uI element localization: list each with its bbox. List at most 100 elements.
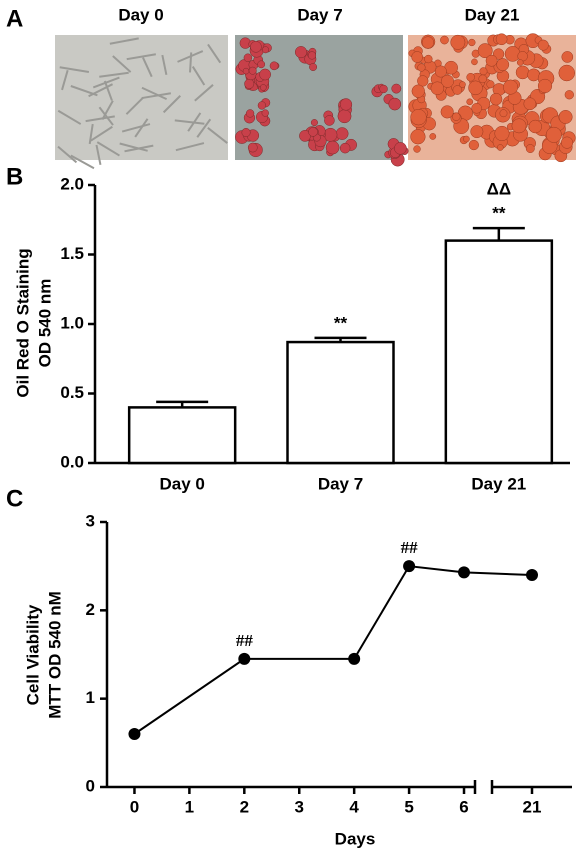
cell	[57, 145, 78, 164]
lipid	[440, 105, 454, 119]
lipid	[309, 63, 318, 71]
cell	[207, 127, 228, 144]
cell	[177, 50, 204, 63]
lipid	[528, 119, 542, 134]
lipid	[391, 83, 402, 94]
lipid	[477, 43, 493, 59]
lipid	[247, 142, 258, 153]
cell	[98, 106, 114, 126]
lipid	[452, 85, 463, 95]
point	[526, 569, 538, 581]
lipid	[339, 98, 353, 111]
lipid	[394, 142, 407, 155]
x-axis-label: Days	[335, 829, 376, 848]
cell	[175, 142, 205, 152]
cell	[142, 57, 153, 78]
cell	[61, 69, 69, 91]
lipid	[339, 142, 351, 154]
x-tick-label: 0	[130, 797, 139, 816]
lipid	[515, 65, 530, 80]
lipid	[463, 135, 470, 143]
lipid	[466, 72, 475, 82]
lipid	[564, 90, 574, 100]
x-tick-label: Day 21	[471, 474, 526, 493]
bar	[286, 340, 395, 465]
panel-label: B	[6, 163, 23, 190]
x-tick-label: Day 0	[159, 474, 204, 493]
lipid	[537, 78, 553, 94]
annotation: **	[334, 313, 348, 332]
lipid	[413, 145, 421, 153]
cell	[85, 115, 115, 123]
y-axis-label: MTT OD 540 nM	[45, 591, 64, 719]
cell	[59, 66, 90, 74]
lipid	[485, 54, 498, 67]
x-tick-label: 6	[459, 797, 468, 816]
lipid	[410, 109, 427, 126]
lipid	[486, 80, 495, 89]
annotation: **	[492, 204, 506, 223]
y-tick-label: 0.0	[60, 452, 84, 471]
cell	[121, 123, 151, 133]
lipid	[471, 58, 478, 66]
micrograph	[55, 35, 228, 160]
lipid	[468, 139, 479, 151]
point	[128, 728, 141, 740]
lipid	[430, 81, 445, 96]
lipid	[417, 75, 429, 87]
x-tick-label: 4	[349, 797, 359, 816]
lipid	[466, 98, 474, 106]
cell	[57, 109, 82, 125]
point	[348, 652, 361, 665]
lipid	[411, 84, 425, 98]
lipid	[417, 63, 426, 72]
lipid	[440, 35, 449, 45]
cell	[134, 118, 149, 138]
cell	[194, 84, 214, 102]
point	[238, 652, 251, 665]
lipid	[468, 80, 483, 96]
cell	[174, 119, 205, 125]
lipid	[468, 38, 476, 47]
lipid	[496, 144, 504, 151]
lipid	[261, 109, 269, 117]
lipid	[495, 33, 508, 46]
cell	[99, 71, 129, 78]
cell	[196, 118, 212, 138]
lipid	[516, 59, 524, 66]
lipid	[525, 144, 535, 154]
cell	[88, 123, 94, 145]
annotation: ##	[401, 538, 419, 557]
bar	[444, 239, 554, 465]
point	[403, 560, 416, 573]
cell	[70, 85, 98, 97]
cell	[95, 144, 102, 165]
bar	[127, 406, 237, 465]
x-tick-label: 2	[240, 797, 249, 816]
y-tick-label: 0	[86, 776, 95, 795]
lipid	[262, 46, 270, 54]
cell	[187, 112, 202, 132]
panel-label: A	[6, 5, 23, 32]
lipid	[440, 74, 454, 88]
y-axis-label: Cell Viability	[23, 604, 42, 705]
micrographs	[55, 33, 576, 170]
point	[458, 566, 471, 579]
lipid	[452, 112, 461, 121]
lipid	[561, 51, 574, 63]
x-tick-label: 3	[295, 797, 304, 816]
lipid	[496, 58, 510, 71]
lipid	[558, 110, 573, 124]
lipid	[434, 65, 447, 78]
lipid	[499, 109, 508, 118]
cell	[90, 125, 113, 142]
lipid	[337, 109, 352, 124]
lipid	[421, 36, 435, 49]
cell	[119, 142, 148, 152]
y-tick-label: 1	[86, 688, 95, 707]
cell	[191, 66, 206, 86]
lipid	[257, 101, 267, 110]
line	[133, 565, 533, 735]
image-caption: Day 0	[118, 5, 163, 24]
